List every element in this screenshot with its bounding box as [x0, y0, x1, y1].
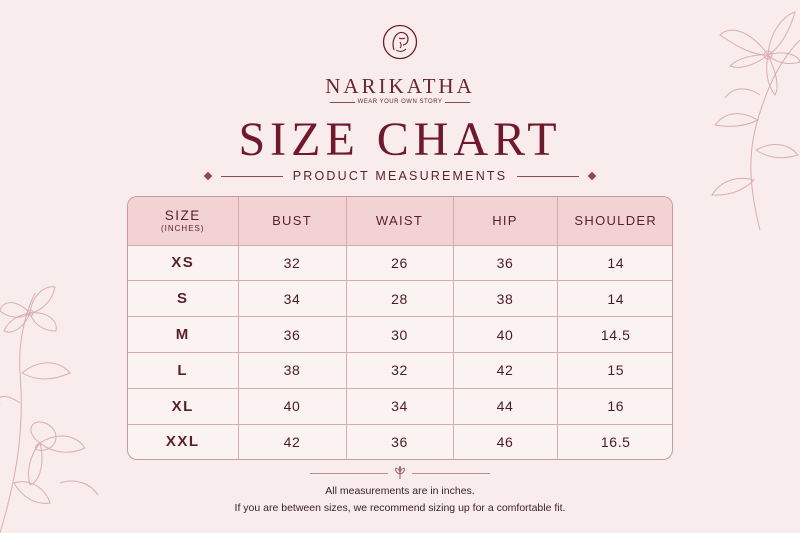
brand-name: NARIKATHA [325, 74, 475, 98]
footer-divider-line [412, 472, 490, 474]
header-hip: HIP [453, 197, 558, 246]
waist-cell: 32 [346, 352, 454, 389]
bust-cell: 32 [238, 245, 347, 282]
size-cell: XL [128, 388, 239, 425]
header-waist: WAIST [346, 197, 454, 246]
bust-cell: 40 [238, 388, 347, 425]
hip-cell: 40 [453, 316, 558, 353]
size-table: SIZE (INCHES) BUST WAIST HIP SHOULDER XS… [127, 196, 673, 460]
waist-cell: 28 [346, 280, 454, 318]
footer-divider [310, 466, 490, 480]
table-row: XS 32 26 36 14 [128, 245, 672, 282]
header-bust: BUST [238, 197, 347, 246]
shoulder-cell: 14 [557, 245, 672, 282]
bust-cell: 34 [238, 280, 347, 318]
waist-cell: 26 [346, 245, 454, 282]
waist-cell: 30 [346, 316, 454, 353]
table-row: M 36 30 40 14.5 [128, 316, 672, 353]
hip-cell: 38 [453, 280, 558, 318]
shoulder-cell: 16 [557, 388, 672, 425]
shoulder-cell: 15 [557, 352, 672, 389]
table-row: XXL 42 36 46 16.5 [128, 424, 672, 459]
diamond-ornament-icon [203, 171, 213, 181]
subtitle-row: PRODUCT MEASUREMENTS [203, 169, 597, 183]
shoulder-cell: 14 [557, 280, 672, 318]
page-subtitle: PRODUCT MEASUREMENTS [292, 169, 508, 183]
measurement-note: All measurements are in inches. [325, 485, 475, 497]
subtitle-divider [517, 175, 579, 177]
bust-cell: 38 [238, 352, 347, 389]
brand-tagline-row: WEAR YOUR OWN STORY [330, 99, 470, 105]
tagline-divider [445, 101, 470, 103]
table-row: XL 40 34 44 16 [128, 388, 672, 425]
subtitle-divider [221, 175, 283, 177]
header-size: SIZE (INCHES) [128, 197, 239, 246]
header-shoulder: SHOULDER [557, 197, 672, 246]
table-row: S 34 28 38 14 [128, 280, 672, 318]
hip-cell: 36 [453, 245, 558, 282]
brand-tagline: WEAR YOUR OWN STORY [357, 99, 443, 105]
hip-cell: 42 [453, 352, 558, 389]
tagline-divider [330, 101, 355, 103]
header-size-unit: (INCHES) [160, 224, 205, 234]
waist-cell: 36 [346, 424, 454, 459]
bust-cell: 42 [238, 424, 347, 459]
diamond-ornament-icon [587, 171, 597, 181]
hip-cell: 44 [453, 388, 558, 425]
footer-divider-line [310, 472, 388, 474]
waist-cell: 34 [346, 388, 454, 425]
hip-cell: 46 [453, 424, 558, 459]
leaf-icon [395, 466, 405, 479]
table-header-row: SIZE (INCHES) BUST WAIST HIP SHOULDER [128, 197, 672, 246]
size-cell: L [128, 352, 239, 389]
size-cell: XXL [128, 424, 239, 459]
table-row: L 38 32 42 15 [128, 352, 672, 389]
sizing-advice-note: If you are between sizes, we recommend s… [234, 502, 566, 514]
bust-cell: 36 [238, 316, 347, 353]
shoulder-cell: 16.5 [600, 433, 631, 450]
page-title: SIZE CHART [238, 113, 562, 166]
size-cell: XS [128, 245, 239, 282]
size-cell: M [128, 316, 239, 353]
shoulder-cell: 14.5 [557, 316, 672, 353]
face-logo-icon [382, 24, 418, 60]
header-size-label: SIZE [164, 208, 201, 224]
size-cell: S [128, 280, 239, 318]
